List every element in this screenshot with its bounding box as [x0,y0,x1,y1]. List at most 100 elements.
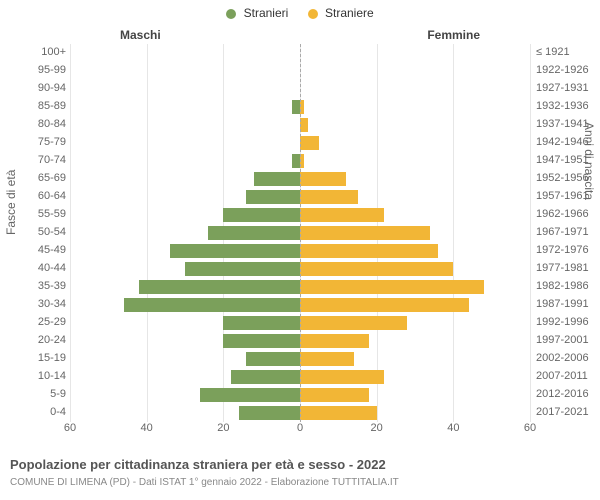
bar-female [300,334,369,348]
bar-female [300,172,346,186]
center-axis [300,44,301,422]
plot-area: 100+≤ 192195-991922-192690-941927-193185… [70,44,530,440]
age-label: 70-74 [0,154,66,166]
gridline [70,44,71,422]
year-label: 1957-1961 [536,190,600,202]
legend-label-male: Stranieri [244,6,289,20]
year-label: 2012-2016 [536,388,600,400]
bar-female [300,388,369,402]
age-label: 10-14 [0,370,66,382]
year-label: 1952-1956 [536,172,600,184]
year-label: 1962-1966 [536,208,600,220]
bar-female [300,316,407,330]
gridline [147,44,148,422]
year-label: 1937-1941 [536,118,600,130]
bar-female [300,280,484,294]
legend: Stranieri Straniere [0,6,600,20]
year-label: 1942-1946 [536,136,600,148]
bar-male [185,262,300,276]
age-label: 95-99 [0,64,66,76]
age-label: 50-54 [0,226,66,238]
bar-female [300,208,384,222]
bar-female [300,298,469,312]
bar-female [300,262,453,276]
bar-male [223,208,300,222]
age-label: 0-4 [0,406,66,418]
age-label: 80-84 [0,118,66,130]
x-tick: 40 [447,422,459,434]
year-label: 1977-1981 [536,262,600,274]
circle-icon [226,9,236,19]
bar-male [223,316,300,330]
age-label: 15-19 [0,352,66,364]
year-label: 2017-2021 [536,406,600,418]
age-label: 100+ [0,46,66,58]
legend-item-male: Stranieri [226,6,288,20]
year-label: 1922-1926 [536,64,600,76]
bar-male [254,172,300,186]
bar-female [300,136,319,150]
legend-label-female: Straniere [325,6,374,20]
column-header-male: Maschi [120,28,161,42]
x-tick: 0 [297,422,303,434]
bar-female [300,370,384,384]
year-label: 1997-2001 [536,334,600,346]
age-label: 45-49 [0,244,66,256]
x-tick: 20 [371,422,383,434]
x-tick: 60 [524,422,536,434]
year-label: 1982-1986 [536,280,600,292]
bar-male [292,100,300,114]
chart-subtitle: COMUNE DI LIMENA (PD) - Dati ISTAT 1° ge… [10,477,399,488]
age-label: 30-34 [0,298,66,310]
year-label: 1972-1976 [536,244,600,256]
age-label: 5-9 [0,388,66,400]
gridline [453,44,454,422]
year-label: ≤ 1921 [536,46,600,58]
x-tick: 20 [217,422,229,434]
bar-male [223,334,300,348]
bar-male [231,370,300,384]
year-label: 1947-1951 [536,154,600,166]
x-axis: 0202040406060 [70,422,530,440]
bar-male [246,190,300,204]
bar-male [170,244,300,258]
gridline [530,44,531,422]
chart-title: Popolazione per cittadinanza straniera p… [10,457,386,472]
age-label: 35-39 [0,280,66,292]
age-label: 20-24 [0,334,66,346]
year-label: 2007-2011 [536,370,600,382]
age-label: 75-79 [0,136,66,148]
bar-female [300,352,354,366]
year-label: 1932-1936 [536,100,600,112]
age-label: 40-44 [0,262,66,274]
age-label: 90-94 [0,82,66,94]
age-label: 25-29 [0,316,66,328]
bar-male [292,154,300,168]
bar-male [239,406,300,420]
year-label: 1992-1996 [536,316,600,328]
year-label: 2002-2006 [536,352,600,364]
circle-icon [308,9,318,19]
bar-female [300,244,438,258]
bar-male [246,352,300,366]
year-label: 1967-1971 [536,226,600,238]
bar-male [139,280,300,294]
bar-female [300,118,308,132]
bar-male [208,226,300,240]
year-label: 1927-1931 [536,82,600,94]
age-label: 60-64 [0,190,66,202]
chart-container: Stranieri Straniere Maschi Femmine Fasce… [0,0,600,500]
bar-female [300,406,377,420]
x-tick: 40 [141,422,153,434]
age-label: 85-89 [0,100,66,112]
year-label: 1987-1991 [536,298,600,310]
bar-female [300,190,358,204]
age-label: 65-69 [0,172,66,184]
legend-item-female: Straniere [308,6,374,20]
bar-male [200,388,300,402]
column-header-female: Femmine [427,28,480,42]
age-label: 55-59 [0,208,66,220]
bar-female [300,226,430,240]
x-tick: 60 [64,422,76,434]
bar-male [124,298,300,312]
